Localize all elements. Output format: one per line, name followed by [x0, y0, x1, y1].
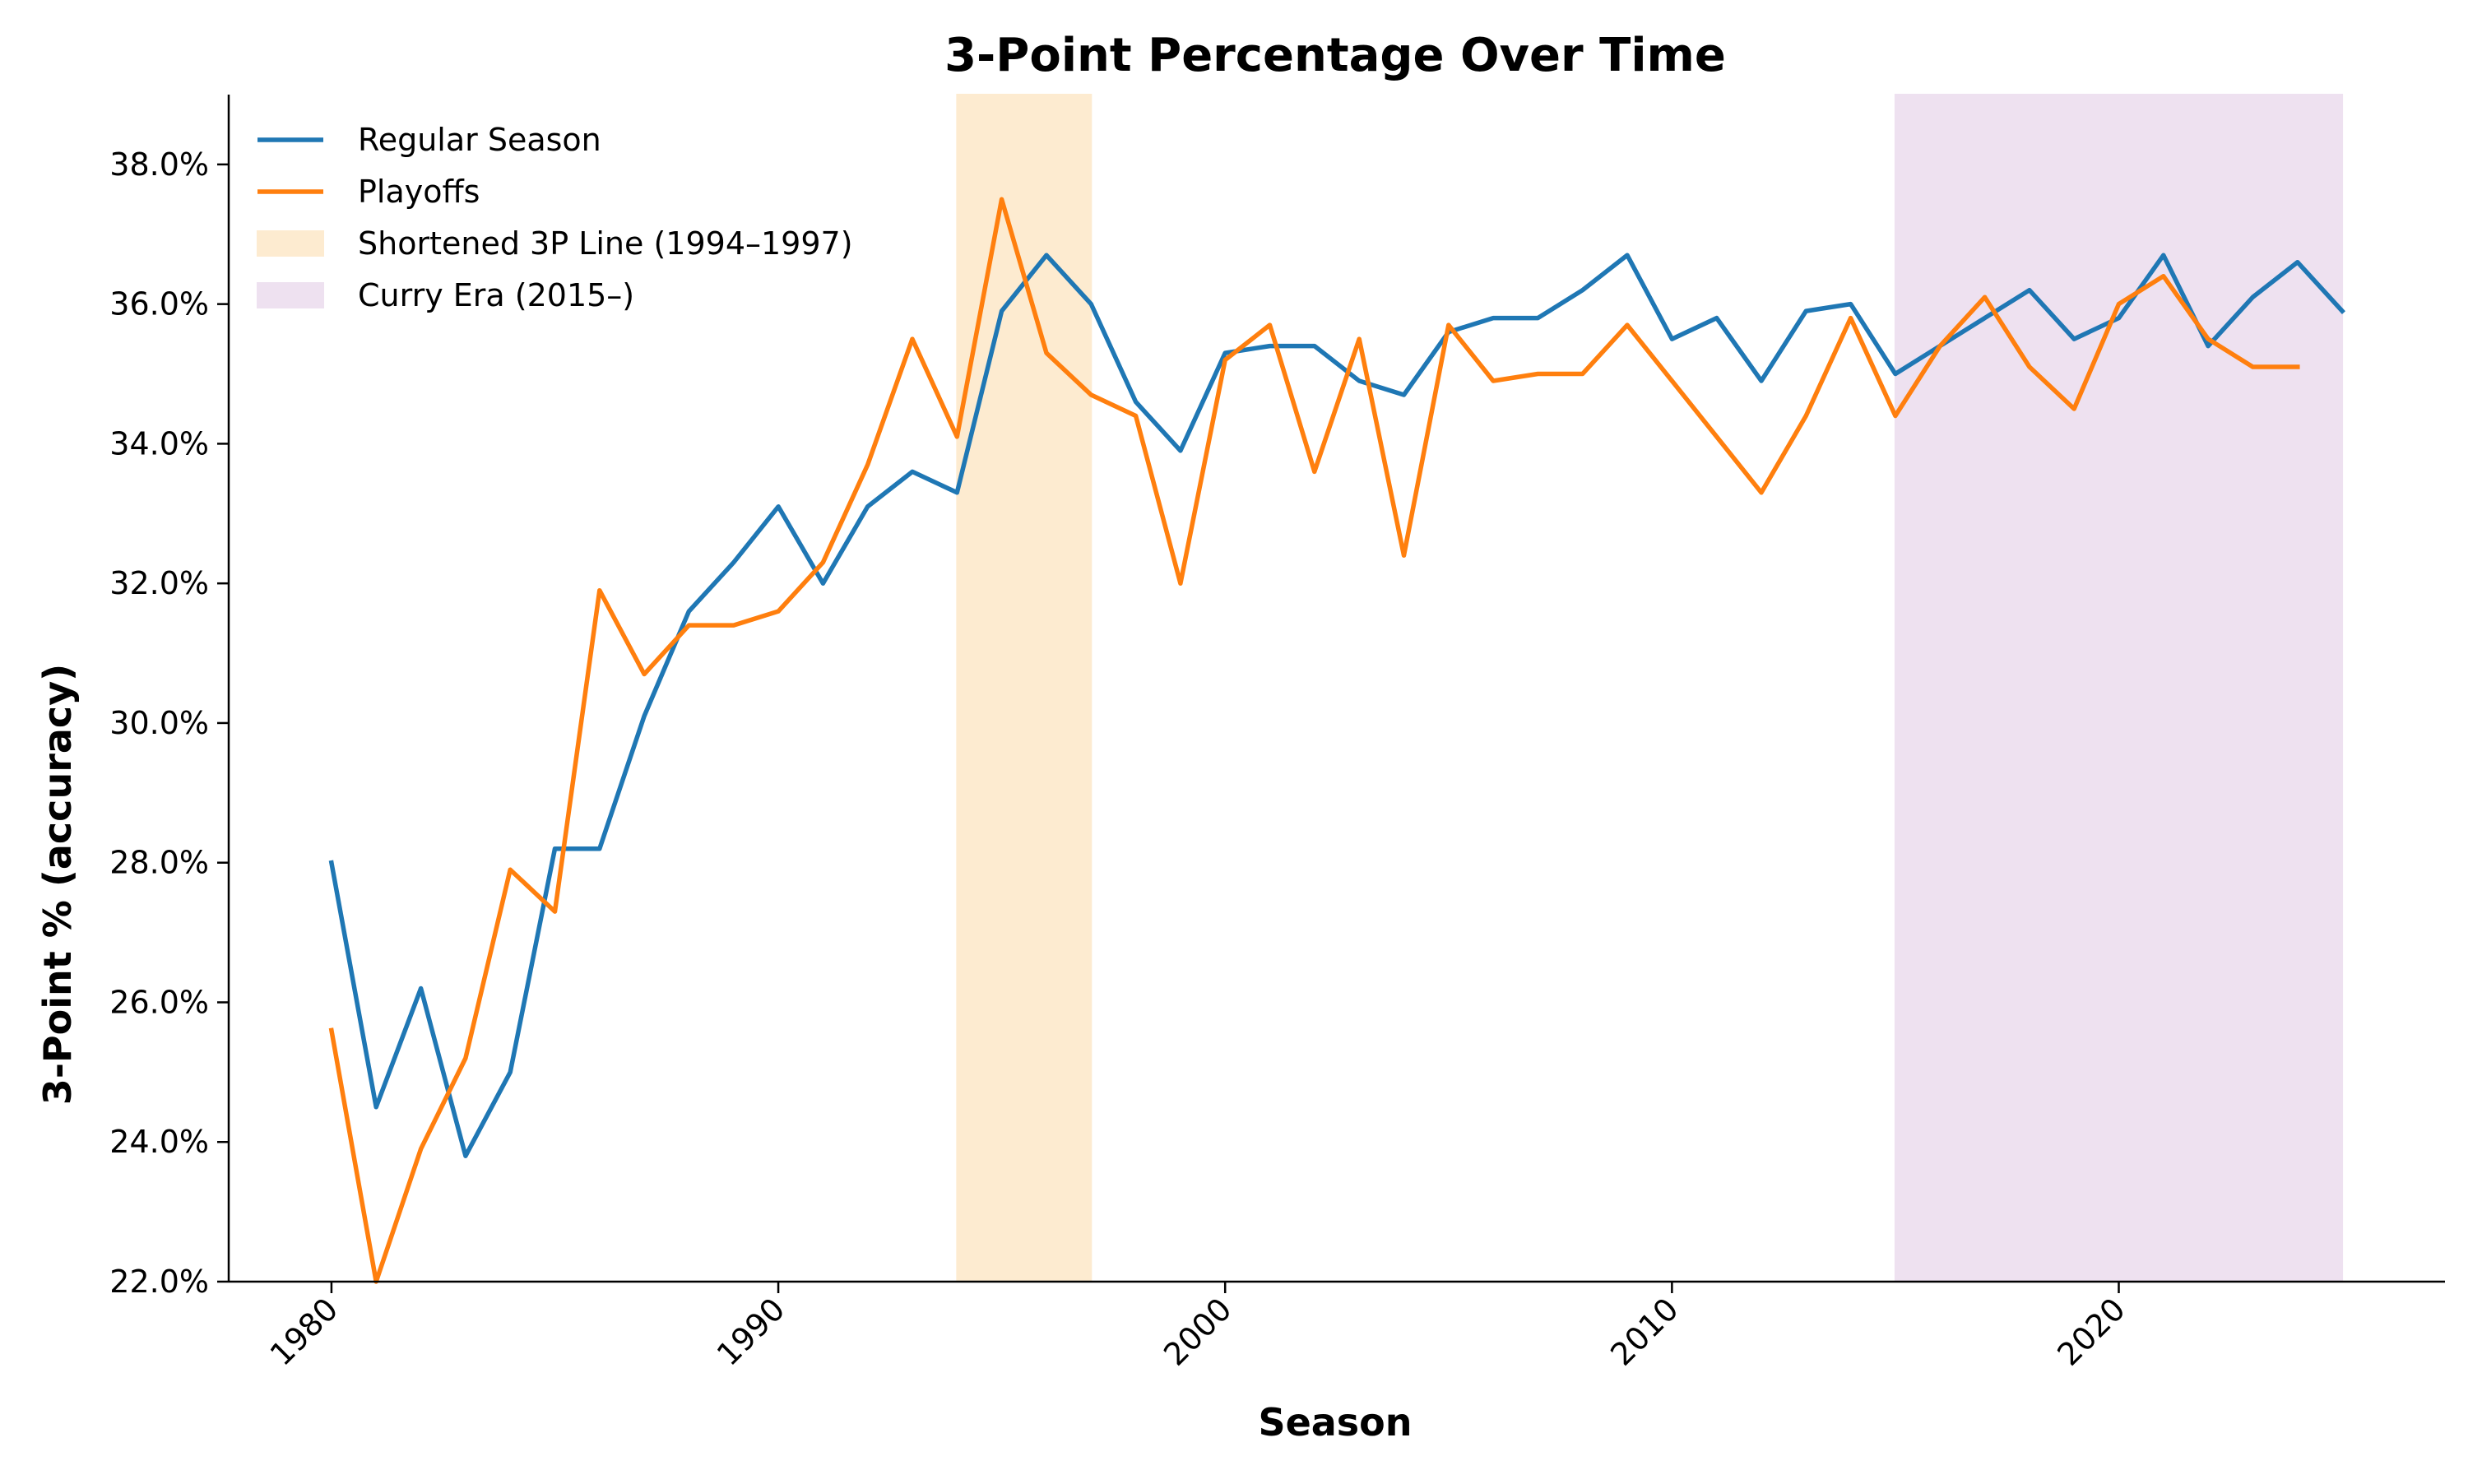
x-tick-label-1990: 1990 [710, 1291, 792, 1373]
legend-swatch-shortened-3p-line-1994-1997 [257, 230, 324, 257]
y-tick-label-22: 22.0% [109, 1264, 209, 1300]
shaded-region-2 [1894, 94, 2344, 1282]
x-tick-label-1980: 1980 [263, 1291, 346, 1373]
x-tick-label-2000: 2000 [1157, 1291, 1239, 1373]
y-axis-ticks: 22.0% 24.0% 26.0% 28.0% 30.0% 32.0% 34.0% 36.0%… [109, 146, 229, 1300]
y-tick-label-34: 34.0% [109, 425, 209, 461]
legend-label-shortened-3p-line-1994-1997: Shortened 3P Line (1994–1997) [358, 225, 853, 262]
legend-label-playoffs: Playoffs [358, 174, 480, 210]
legend-label-regular-season: Regular Season [358, 122, 601, 158]
legend-label-curry-era-2015: Curry Era (2015–) [358, 277, 634, 313]
shaded-regions [956, 94, 2344, 1282]
legend: Regular Season Playoffs Shortened 3P Line … [257, 122, 853, 313]
series-line-regular-season [328, 253, 2345, 1158]
y-tick-label-24: 24.0% [109, 1124, 209, 1160]
shaded-region-1 [956, 94, 1093, 1282]
y-tick-label-30: 30.0% [109, 705, 209, 741]
axes [227, 95, 2445, 1283]
x-axis-label: Season [1258, 1400, 1412, 1445]
series-lines [328, 197, 2345, 1284]
x-tick-label-2010: 2010 [1603, 1291, 1686, 1373]
chart-title: 3-Point Percentage Over Time [944, 29, 1726, 82]
y-tick-label-38: 38.0% [109, 146, 209, 183]
y-tick-label-36: 36.0% [109, 286, 209, 322]
x-axis-ticks: 1980 1990 2000 2010 2020 [263, 1282, 2132, 1373]
x-tick-label-2020: 2020 [2050, 1291, 2132, 1373]
y-tick-label-26: 26.0% [109, 984, 209, 1020]
y-axis-label: 3-Point % (accuracy) [35, 664, 80, 1105]
y-tick-label-28: 28.0% [109, 845, 209, 881]
legend-swatch-curry-era-2015 [257, 282, 324, 308]
series-line-playoffs [328, 197, 2300, 1284]
y-tick-label-32: 32.0% [109, 565, 209, 601]
